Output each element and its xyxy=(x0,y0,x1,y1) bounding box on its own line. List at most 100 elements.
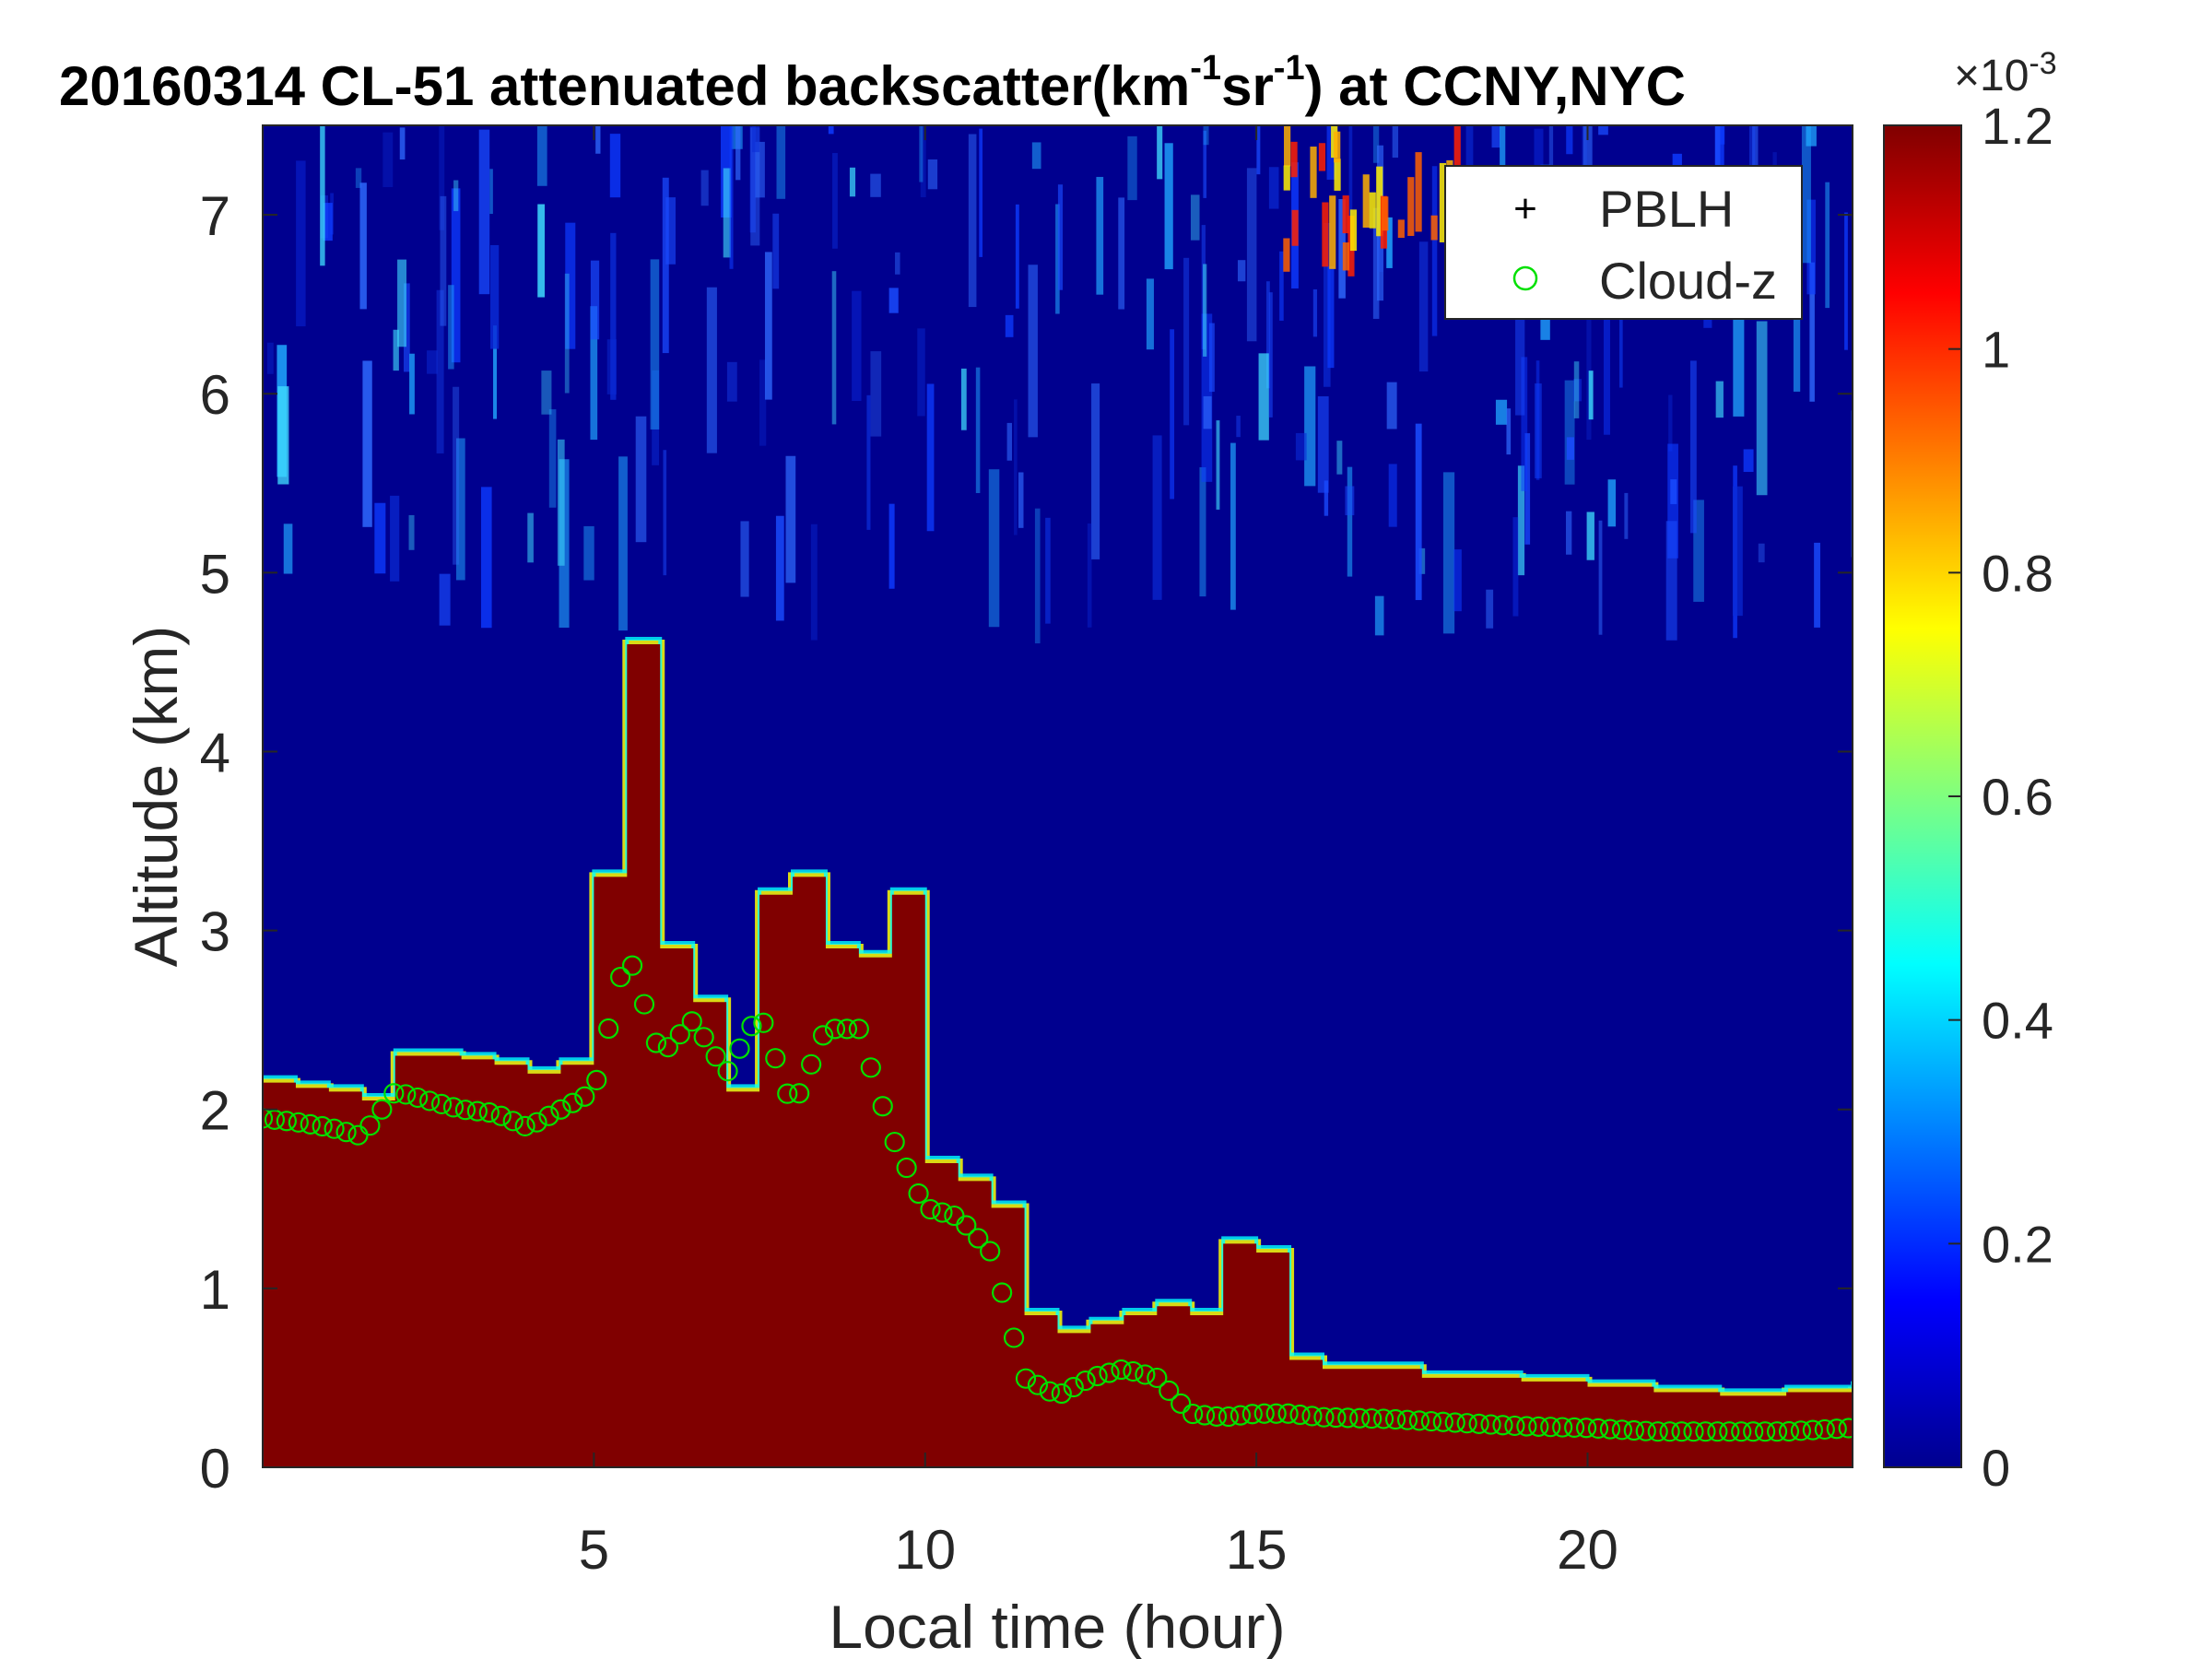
high-altitude-streak xyxy=(1586,512,1594,560)
high-altitude-streak xyxy=(895,252,900,275)
high-altitude-streak xyxy=(1190,194,1200,241)
cloud-z-point xyxy=(872,1096,893,1117)
high-altitude-streak xyxy=(775,515,784,621)
high-altitude-streak xyxy=(480,487,492,629)
y-tick-label: 2 xyxy=(200,1080,230,1142)
high-altitude-streak xyxy=(1535,383,1542,478)
high-altitude-streak xyxy=(1348,125,1353,250)
high-altitude-streak xyxy=(537,204,545,298)
high-altitude-streak xyxy=(1203,130,1207,198)
cloud-z-point xyxy=(1766,1421,1788,1442)
high-altitude-streak xyxy=(1236,416,1241,438)
cloud-patch xyxy=(1453,125,1461,171)
cloud-z-point xyxy=(1277,1403,1299,1424)
high-altitude-streak xyxy=(810,524,818,641)
high-altitude-streak xyxy=(764,252,772,400)
high-altitude-streak xyxy=(1801,125,1811,264)
high-altitude-streak xyxy=(1018,472,1024,528)
cloud-z-point xyxy=(1432,1411,1453,1432)
cloud-patch xyxy=(1369,192,1376,229)
high-altitude-streak xyxy=(1208,323,1215,393)
cloud-z-point xyxy=(968,1228,989,1249)
high-altitude-streak xyxy=(1183,257,1190,426)
y-axis-label: Altitude (km) xyxy=(122,626,190,967)
high-altitude-streak xyxy=(1825,182,1830,309)
cloud-z-point xyxy=(789,1083,810,1104)
cloud-z-point xyxy=(1623,1419,1644,1441)
high-altitude-streak xyxy=(527,512,534,563)
high-altitude-streak xyxy=(735,125,741,181)
cloud-patch xyxy=(1382,196,1389,231)
cloud-z-point xyxy=(1707,1421,1728,1442)
cloud-z-point xyxy=(633,994,655,1015)
high-altitude-streak xyxy=(662,177,669,354)
cloud-z-point xyxy=(454,1100,477,1121)
cloud-z-point xyxy=(1814,1418,1835,1441)
cloud-z-point xyxy=(574,1086,595,1107)
high-altitude-streak xyxy=(1372,125,1380,163)
high-altitude-streak xyxy=(1203,125,1209,146)
high-altitude-streak xyxy=(1265,281,1270,389)
cloud-patch xyxy=(1322,202,1329,267)
cloud-z-point xyxy=(1659,1421,1680,1442)
high-altitude-streak xyxy=(1715,381,1724,418)
y-tick-label: 0 xyxy=(200,1438,230,1500)
cloud-patch xyxy=(1342,242,1350,271)
high-altitude-streak xyxy=(1758,543,1765,563)
high-altitude-streak xyxy=(1607,479,1617,527)
pblh-marker-icon: + xyxy=(1513,186,1537,231)
high-altitude-streak xyxy=(451,188,461,363)
cloud-z-point xyxy=(1540,1417,1561,1438)
high-altitude-streak xyxy=(1603,263,1610,435)
high-altitude-streak xyxy=(831,271,837,425)
cloud-z-point xyxy=(1778,1420,1800,1442)
high-altitude-streak xyxy=(1386,382,1397,429)
high-altitude-streak xyxy=(1418,547,1426,574)
cloud-z-point xyxy=(729,1038,750,1059)
cloud-patch xyxy=(1283,165,1290,191)
high-altitude-streak xyxy=(1415,423,1422,601)
cloud-z-point xyxy=(1087,1365,1108,1387)
cloud-z-point xyxy=(1480,1414,1501,1435)
high-altitude-streak xyxy=(723,168,731,258)
cloud-z-point xyxy=(1575,1418,1597,1439)
high-altitude-streak xyxy=(1336,441,1343,475)
high-altitude-streak xyxy=(1814,542,1820,628)
cloud-z-points xyxy=(263,955,1853,1442)
cloud-z-point xyxy=(824,1018,846,1040)
high-altitude-streak xyxy=(652,370,660,465)
high-altitude-streak xyxy=(1031,142,1041,170)
cloud-patch xyxy=(1349,209,1358,252)
cloud-z-point xyxy=(765,1048,786,1069)
cloud-z-point xyxy=(1051,1382,1072,1405)
high-altitude-streak xyxy=(1246,168,1257,342)
high-altitude-streak xyxy=(536,125,547,186)
cloud-patch xyxy=(1334,159,1341,191)
cloud-z-point xyxy=(1123,1360,1144,1382)
cloud-patch xyxy=(1284,125,1291,167)
high-altitude-streak xyxy=(1665,521,1677,641)
cloud-patch xyxy=(1290,141,1298,178)
cloud-z-point xyxy=(1313,1406,1335,1428)
high-altitude-streak xyxy=(557,439,565,566)
cloud-z-point xyxy=(335,1122,357,1143)
cloud-z-point xyxy=(1743,1421,1764,1442)
high-altitude-streak xyxy=(729,125,734,269)
high-altitude-streak xyxy=(1486,589,1494,629)
x-axis-label: Local time (hour) xyxy=(829,1593,1285,1659)
high-altitude-streak xyxy=(1164,143,1173,270)
cloud-z-point xyxy=(419,1090,441,1112)
high-altitude-streak xyxy=(595,125,601,154)
cloud-z-point xyxy=(1755,1421,1776,1442)
cloud-patch xyxy=(1283,238,1290,272)
high-altitude-streak xyxy=(478,129,490,295)
high-altitude-streak xyxy=(1624,492,1629,539)
high-altitude-streak xyxy=(755,141,765,198)
high-altitude-streak xyxy=(1152,435,1162,600)
high-altitude-streak xyxy=(1573,379,1583,402)
high-altitude-streak xyxy=(1256,126,1261,175)
cloud-z-point xyxy=(288,1112,309,1133)
high-altitude-streak xyxy=(1465,125,1474,194)
high-altitude-streak xyxy=(610,232,617,400)
high-altitude-streak xyxy=(1732,486,1743,617)
